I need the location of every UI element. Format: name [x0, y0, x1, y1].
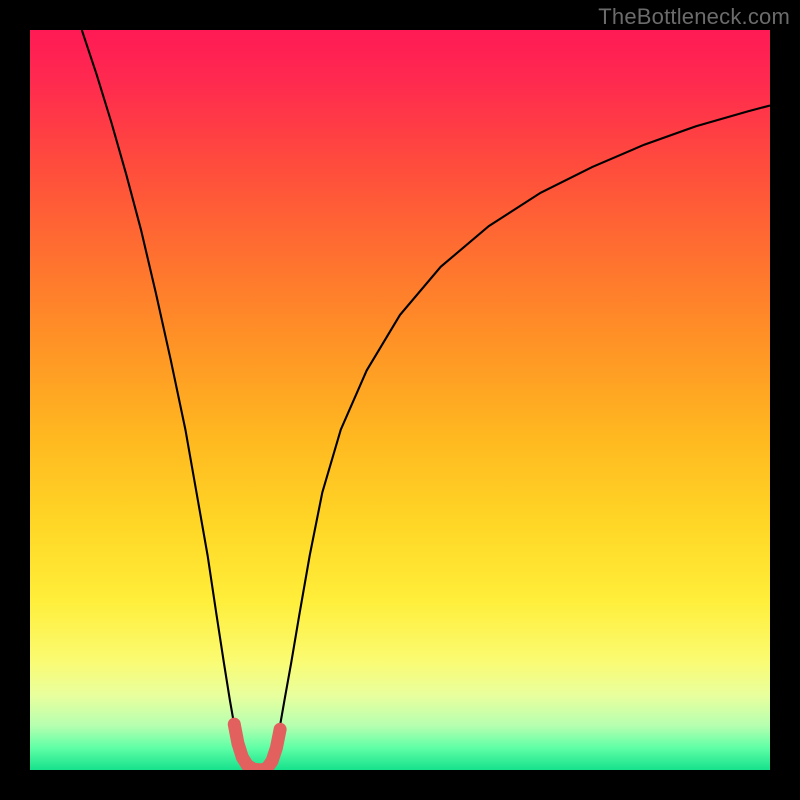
- highlight-marker-run: [234, 724, 280, 770]
- chart-overlay-svg: [30, 30, 770, 770]
- bottleneck-curve: [82, 30, 770, 770]
- chart-plot-area: [30, 30, 770, 770]
- chart-frame: [0, 0, 800, 800]
- attribution-text: TheBottleneck.com: [598, 4, 790, 30]
